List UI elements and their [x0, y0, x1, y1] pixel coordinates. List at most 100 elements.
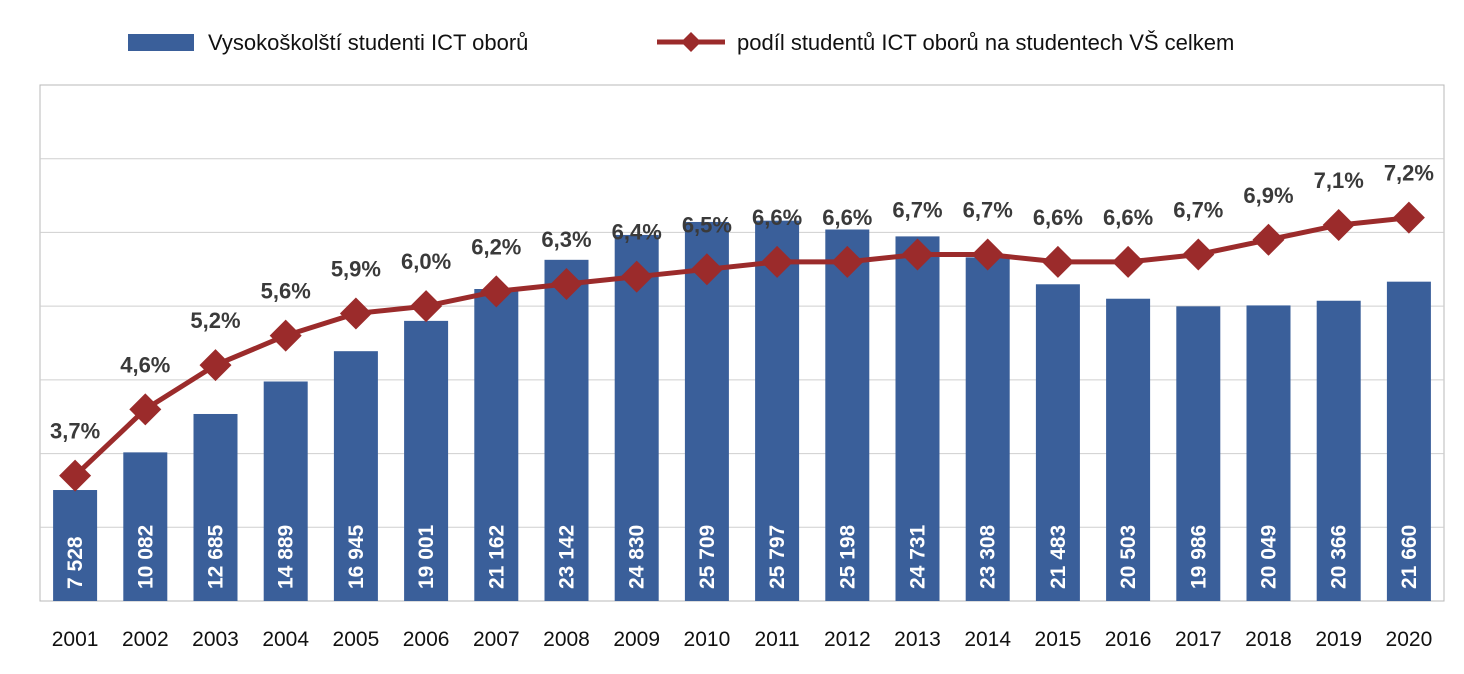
- share-label-2015: 6,6%: [1033, 205, 1083, 230]
- legend-bar-label: Vysokoškolští studenti ICT oborů: [208, 30, 528, 55]
- x-tick-label-2015: 2015: [1035, 628, 1082, 651]
- x-tick-label-2009: 2009: [613, 628, 660, 651]
- bar-2016: [1106, 298, 1151, 601]
- share-label-2010: 6,5%: [682, 212, 732, 237]
- line-marker-2009: [620, 260, 653, 293]
- line-marker-2013: [901, 238, 934, 271]
- x-tick-label-2004: 2004: [262, 628, 309, 651]
- line-marker-2006: [410, 290, 443, 323]
- bar-2014: [965, 257, 1010, 601]
- legend-line-label: podíl studentů ICT oborů na studentech V…: [737, 30, 1234, 55]
- line-marker-2002: [129, 393, 162, 426]
- bar-2020: [1386, 281, 1431, 601]
- legend-line-marker-icon: [681, 32, 701, 52]
- bar-value-label-2006: 19 001: [415, 524, 438, 589]
- bar-value-label-2004: 14 889: [275, 525, 298, 589]
- share-label-2014: 6,7%: [963, 198, 1013, 223]
- x-tick-label-2013: 2013: [894, 628, 941, 651]
- bar-value-label-2018: 20 049: [1258, 525, 1281, 589]
- bar-value-label-2017: 19 986: [1187, 525, 1210, 589]
- line-marker-2019: [1322, 209, 1355, 242]
- line-marker-2014: [971, 238, 1004, 271]
- line-marker-2016: [1112, 245, 1145, 278]
- x-tick-label-2020: 2020: [1386, 628, 1433, 651]
- bar-2013: [895, 236, 940, 601]
- bar-value-label-2003: 12 685: [205, 524, 228, 589]
- bar-value-label-2020: 21 660: [1398, 525, 1421, 589]
- bar-value-label-2005: 16 945: [345, 524, 368, 589]
- share-label-2004: 5,6%: [261, 279, 311, 304]
- bar-value-label-2002: 10 082: [134, 525, 157, 589]
- bar-2009: [614, 234, 659, 601]
- bar-2002: [123, 452, 168, 601]
- share-label-2009: 6,4%: [612, 220, 662, 245]
- bar-value-label-2016: 20 503: [1117, 525, 1140, 589]
- line-markers: [59, 201, 1425, 492]
- share-label-2003: 5,2%: [190, 308, 240, 333]
- x-tick-label-2014: 2014: [964, 628, 1011, 651]
- line-marker-2020: [1392, 201, 1425, 234]
- share-label-2006: 6,0%: [401, 249, 451, 274]
- bar-value-label-2012: 25 198: [836, 524, 859, 589]
- line-marker-2015: [1041, 245, 1074, 278]
- line-marker-2007: [480, 275, 513, 308]
- share-label-2012: 6,6%: [822, 205, 872, 230]
- bar-2003: [193, 413, 238, 601]
- share-label-2002: 4,6%: [120, 352, 170, 377]
- share-label-2020: 7,2%: [1384, 161, 1434, 186]
- x-tick-label-2008: 2008: [543, 628, 590, 651]
- x-tick-label-2003: 2003: [192, 628, 239, 651]
- x-axis-labels: 2001 2002 2003 2004 2005 2006 2007 2008 2009 2010…: [52, 628, 1433, 651]
- line-marker-2018: [1252, 223, 1285, 256]
- x-tick-label-2017: 2017: [1175, 628, 1222, 651]
- x-tick-label-2016: 2016: [1105, 628, 1152, 651]
- bar-value-label-2010: 25 709: [696, 525, 719, 589]
- share-label-2017: 6,7%: [1173, 198, 1223, 223]
- percentage-labels: 3,7% 4,6% 5,2% 5,6% 5,9% 6,0% 6,2% 6,3% 6,4% 6,5%…: [50, 161, 1434, 444]
- bar-2018: [1246, 305, 1291, 601]
- bar-2004: [263, 381, 308, 601]
- share-label-2001: 3,7%: [50, 419, 100, 444]
- bar-value-label-2001: 7 528: [64, 536, 87, 589]
- share-label-2013: 6,7%: [892, 198, 942, 223]
- bar-2012: [825, 229, 870, 601]
- x-tick-label-2007: 2007: [473, 628, 520, 651]
- plot-area: [39, 84, 1445, 602]
- x-tick-label-2011: 2011: [755, 628, 800, 651]
- line-marker-2011: [761, 245, 794, 278]
- legend-bar-swatch: [128, 34, 194, 51]
- bar-value-label-2009: 24 830: [626, 525, 649, 589]
- bar-labels: 7 528 10 082 12 685 14 889 16 945 19 001 21 16…: [64, 524, 1421, 589]
- line-marker-2005: [339, 297, 372, 330]
- x-tick-label-2002: 2002: [122, 628, 169, 651]
- share-label-2005: 5,9%: [331, 257, 381, 282]
- x-tick-label-2012: 2012: [824, 628, 871, 651]
- line-marker-2008: [550, 268, 583, 301]
- bar-2008: [544, 259, 589, 601]
- share-label-2019: 7,1%: [1314, 168, 1364, 193]
- bar-2005: [333, 351, 378, 601]
- line-marker-2003: [199, 349, 232, 382]
- share-label-2007: 6,2%: [471, 234, 521, 259]
- bar-value-label-2019: 20 366: [1328, 525, 1351, 589]
- bar-value-label-2007: 21 162: [485, 525, 508, 589]
- x-tick-label-2010: 2010: [684, 628, 731, 651]
- line-marker-2012: [831, 245, 864, 278]
- bar-2007: [474, 289, 519, 601]
- line-marker-2004: [269, 319, 302, 352]
- x-tick-label-2006: 2006: [403, 628, 450, 651]
- x-tick-label-2018: 2018: [1245, 628, 1292, 651]
- bar-2015: [1035, 284, 1080, 601]
- bar-value-label-2011: 25 797: [766, 525, 789, 589]
- bar-value-label-2014: 23 308: [977, 524, 1000, 589]
- x-tick-label-2001: 2001: [52, 628, 99, 651]
- share-label-2016: 6,6%: [1103, 205, 1153, 230]
- share-label-2008: 6,3%: [541, 227, 591, 252]
- line-marker-2017: [1182, 238, 1215, 271]
- bar-value-label-2008: 23 142: [556, 525, 579, 589]
- share-label-2018: 6,9%: [1243, 183, 1293, 208]
- x-tick-label-2005: 2005: [333, 628, 380, 651]
- bar-value-label-2013: 24 731: [907, 524, 930, 589]
- line-marker-2001: [59, 459, 92, 492]
